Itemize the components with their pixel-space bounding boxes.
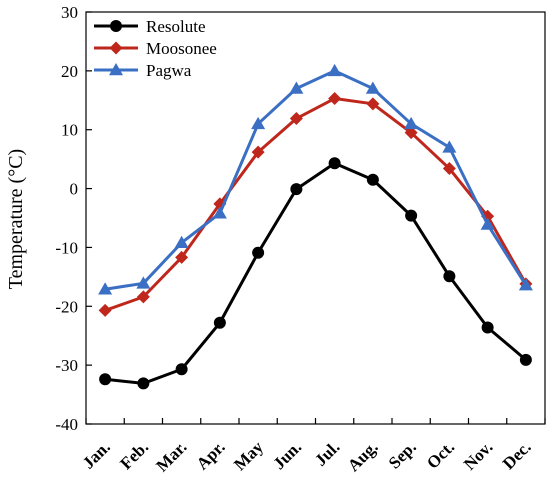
data-point (175, 250, 189, 264)
legend-item: Resolute (94, 17, 206, 36)
legend-marker (110, 20, 122, 32)
y-tick-label: -30 (55, 356, 78, 375)
x-ticks: Jan. Feb. Mar. Apr. May Jun. Jul. Aug. Sep. Oct. N… (79, 418, 546, 475)
series-moosonee (98, 92, 533, 317)
data-point (251, 116, 266, 130)
x-tick-label: Sep. (385, 437, 420, 472)
legend-label: Resolute (146, 17, 206, 36)
data-point (405, 209, 418, 222)
data-point (480, 217, 495, 230)
y-tick-label: -20 (55, 297, 78, 316)
x-tick-label: Apr. (193, 437, 229, 473)
data-point (98, 303, 112, 317)
data-point (289, 112, 303, 126)
x-tick-label: Oct. (423, 437, 458, 472)
x-tick-label: Nov. (460, 437, 496, 473)
data-point (213, 316, 226, 329)
x-tick-label: Mar. (152, 437, 190, 475)
data-point (365, 81, 380, 94)
data-point (328, 157, 341, 170)
legend-label: Moosonee (146, 39, 217, 58)
data-point (443, 270, 456, 283)
y-tick-label: -10 (55, 238, 78, 257)
data-point (175, 363, 188, 376)
legend-label: Pagwa (146, 61, 192, 80)
data-point (98, 282, 113, 295)
data-point (290, 183, 303, 196)
data-point (136, 290, 150, 304)
data-point (518, 278, 533, 291)
x-tick-label: Feb. (116, 437, 152, 473)
series-resolute (99, 157, 532, 390)
legend-item: Pagwa (94, 61, 192, 80)
y-ticks: -40 -30 -20 -10 0 10 20 30 (55, 3, 92, 434)
data-point (136, 276, 151, 289)
x-tick-label: Jun. (269, 437, 305, 473)
series-line (104, 97, 528, 312)
data-point (212, 206, 227, 219)
x-tick-label: May (230, 437, 267, 474)
y-tick-label: -40 (55, 415, 78, 434)
series-line (104, 69, 528, 291)
x-tick-label: Dec. (499, 437, 535, 473)
series-pagwa (98, 63, 533, 295)
y-tick-label: 10 (61, 121, 78, 140)
data-point (174, 235, 189, 248)
data-point (251, 145, 265, 159)
data-point (519, 353, 532, 366)
x-tick-label: Jul. (311, 437, 343, 469)
legend-marker (109, 41, 123, 55)
series-line (104, 161, 527, 385)
legend-item: Moosonee (94, 39, 217, 58)
x-tick-label: Aug. (344, 437, 382, 475)
y-axis-label: Temperature (°C) (5, 149, 27, 289)
x-tick-label: Jan. (79, 437, 114, 472)
y-tick-label: 0 (70, 180, 79, 199)
y-tick-label: 30 (61, 3, 78, 22)
data-point (289, 81, 304, 94)
data-point (99, 373, 112, 386)
legend: Resolute Moosonee Pagwa (94, 17, 217, 80)
y-tick-label: 20 (61, 62, 78, 81)
data-point (366, 97, 380, 111)
series-layer (98, 63, 533, 390)
data-point (366, 173, 379, 186)
data-point (404, 116, 419, 130)
data-point (442, 162, 456, 176)
data-point (137, 377, 150, 390)
legend-marker (109, 63, 123, 76)
data-point (404, 126, 418, 140)
data-point (442, 140, 457, 153)
data-point (328, 92, 342, 106)
data-point (252, 246, 265, 259)
data-point (481, 321, 494, 334)
data-point (327, 63, 342, 77)
